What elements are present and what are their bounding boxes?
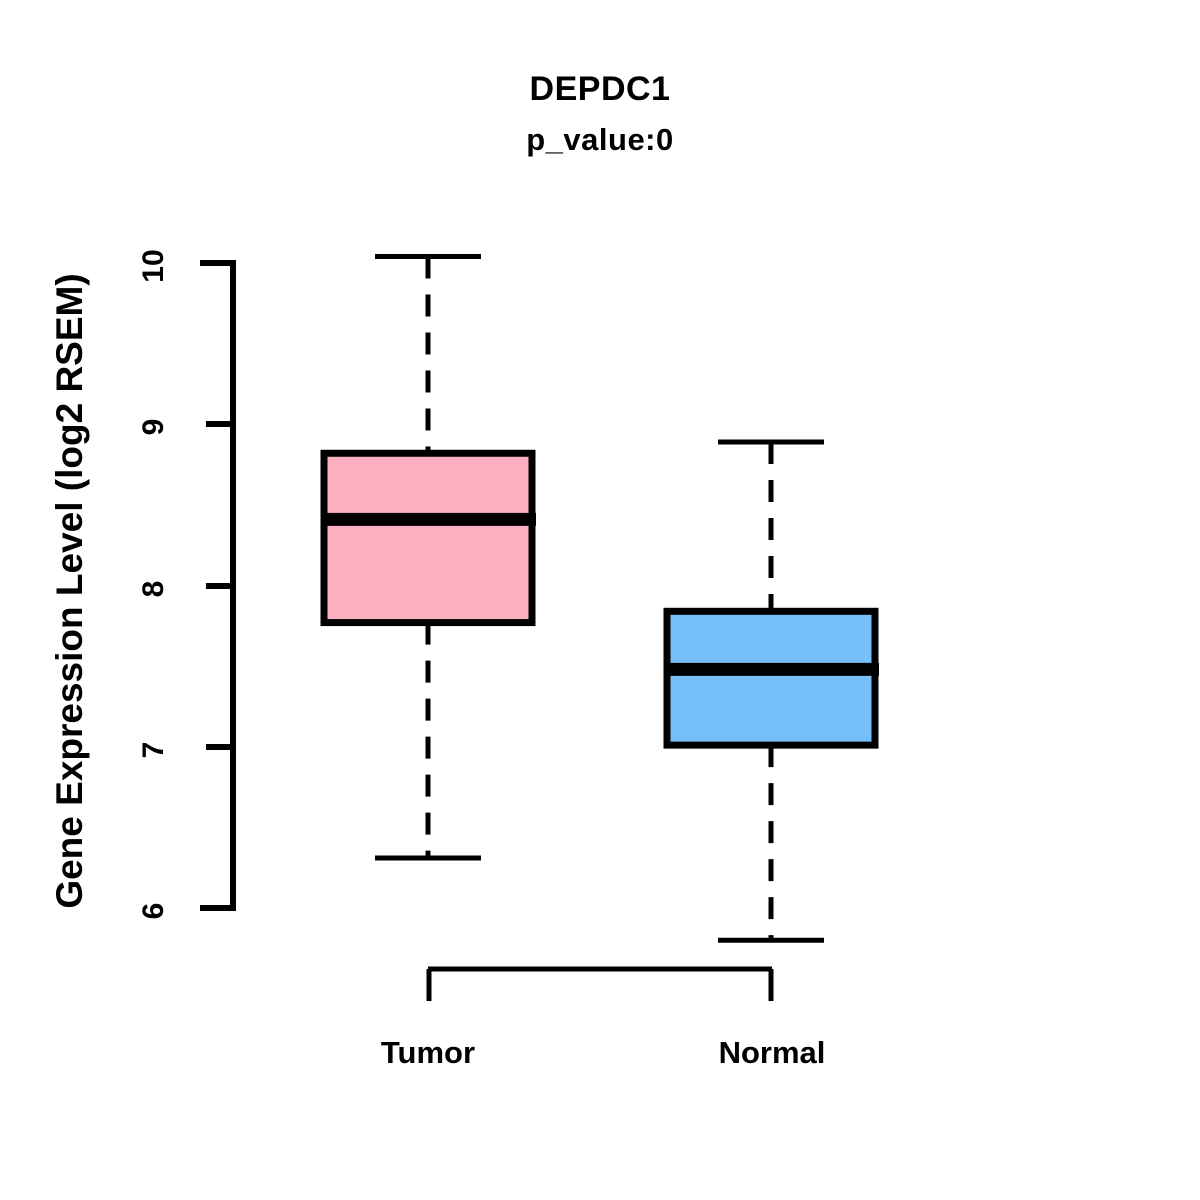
chart-title: DEPDC1: [529, 70, 671, 108]
normal-box-rect: [663, 607, 879, 749]
y-axis: [200, 260, 236, 911]
tumor-box-rect: [320, 449, 536, 627]
x-tick-label-normal: Normal: [718, 1035, 826, 1070]
x-axis: [426, 966, 774, 1001]
box-normal: [663, 439, 879, 943]
box-tumor: [320, 254, 536, 861]
x-tick-label-tumor: Tumor: [380, 1035, 476, 1070]
chart-subtitle: p_value:0: [526, 122, 674, 157]
